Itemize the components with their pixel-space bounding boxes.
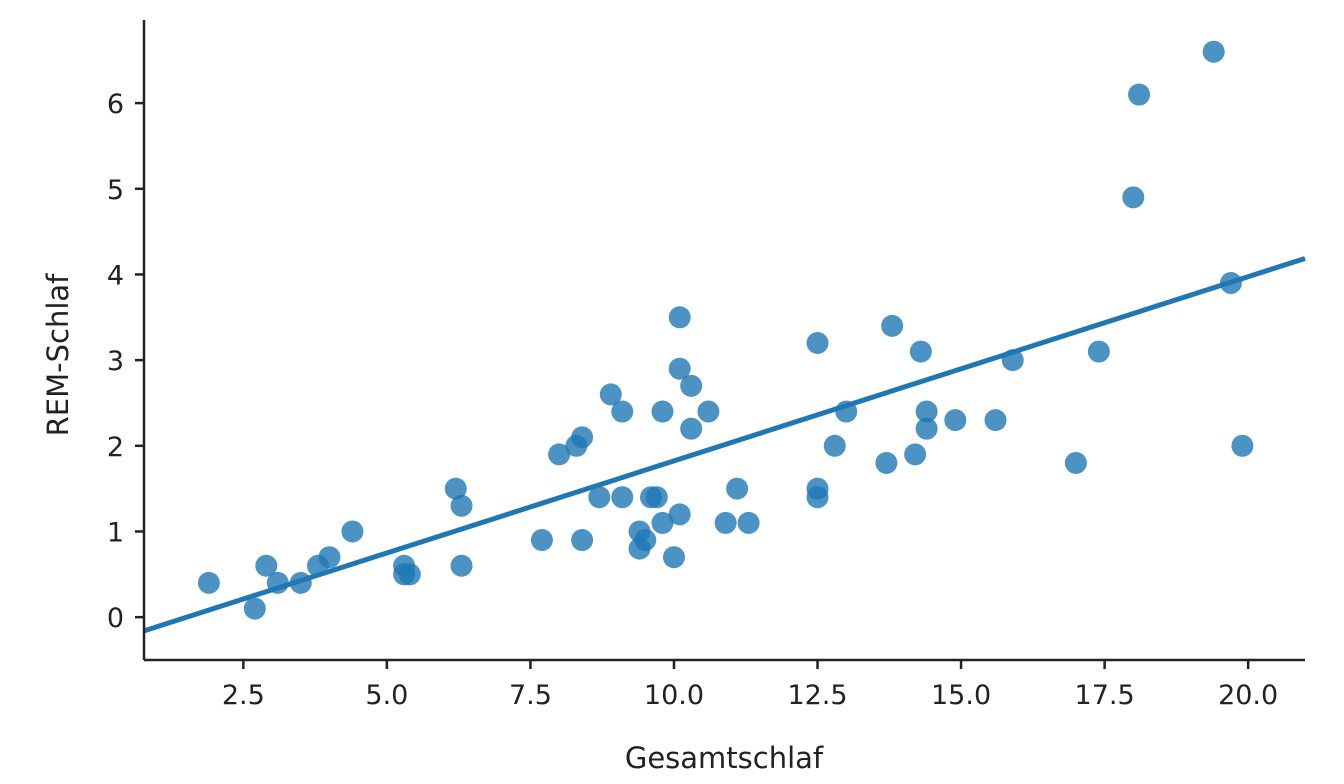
- data-point: [904, 443, 927, 466]
- x-tick-label: 2.5: [222, 680, 265, 711]
- data-point: [645, 486, 668, 509]
- data-point: [823, 434, 846, 457]
- data-point: [611, 400, 634, 423]
- y-tick-label: 2: [107, 432, 124, 463]
- y-tick-label: 4: [107, 260, 124, 291]
- x-tick-label: 10.0: [644, 680, 704, 711]
- y-tick-label: 3: [107, 346, 124, 377]
- data-point: [318, 546, 341, 569]
- data-point: [737, 511, 760, 534]
- x-ticks: 2.5 5.0 7.5 10.0 12.5 15.0 17.5 20.0: [222, 660, 1278, 711]
- x-tick-label: 15.0: [931, 680, 991, 711]
- data-point: [697, 400, 720, 423]
- data-point: [243, 597, 266, 620]
- data-point: [450, 494, 473, 517]
- regression-line: [143, 256, 1306, 634]
- data-point: [634, 529, 657, 552]
- data-point: [1231, 434, 1254, 457]
- y-tick-label: 0: [107, 603, 124, 634]
- y-tick-label: 6: [107, 89, 124, 120]
- data-point: [1064, 451, 1087, 474]
- x-axis-label: Gesamtschlaf: [625, 741, 824, 775]
- x-tick-label: 7.5: [509, 680, 552, 711]
- data-point: [915, 400, 938, 423]
- data-point: [668, 306, 691, 329]
- data-point: [548, 443, 571, 466]
- data-point: [398, 563, 421, 586]
- data-point: [651, 511, 674, 534]
- y-tick-label: 1: [107, 517, 124, 548]
- data-point: [588, 486, 611, 509]
- data-point: [444, 477, 467, 500]
- y-ticks: 0 1 2 3 4 5 6: [107, 89, 144, 634]
- data-point: [875, 451, 898, 474]
- x-tick-label: 20.0: [1218, 680, 1278, 711]
- data-point: [680, 417, 703, 440]
- data-point: [668, 503, 691, 526]
- data-point: [662, 546, 685, 569]
- data-point: [450, 554, 473, 577]
- data-point: [726, 477, 749, 500]
- data-point: [571, 426, 594, 449]
- data-point: [714, 511, 737, 534]
- data-point: [668, 357, 691, 380]
- x-tick-label: 5.0: [365, 680, 408, 711]
- x-tick-label: 17.5: [1075, 680, 1135, 711]
- data-point: [651, 400, 674, 423]
- data-point: [197, 571, 220, 594]
- data-point: [806, 331, 829, 354]
- data-point: [611, 486, 634, 509]
- data-point: [909, 340, 932, 363]
- data-point: [944, 409, 967, 432]
- y-axis-label: REM-Schlaf: [41, 273, 75, 437]
- y-tick-label: 5: [107, 175, 124, 206]
- data-point: [341, 520, 364, 543]
- data-point: [530, 529, 553, 552]
- x-tick-label: 12.5: [787, 680, 847, 711]
- data-point: [915, 417, 938, 440]
- data-point: [984, 409, 1007, 432]
- data-point: [1087, 340, 1110, 363]
- data-point: [806, 486, 829, 509]
- data-point: [680, 374, 703, 397]
- data-point: [881, 314, 904, 337]
- data-point: [255, 554, 278, 577]
- data-point: [599, 383, 622, 406]
- data-point: [1122, 186, 1145, 209]
- data-point: [571, 529, 594, 552]
- data-point: [1202, 40, 1225, 63]
- data-point: [1128, 83, 1151, 106]
- plot-area: [143, 40, 1306, 634]
